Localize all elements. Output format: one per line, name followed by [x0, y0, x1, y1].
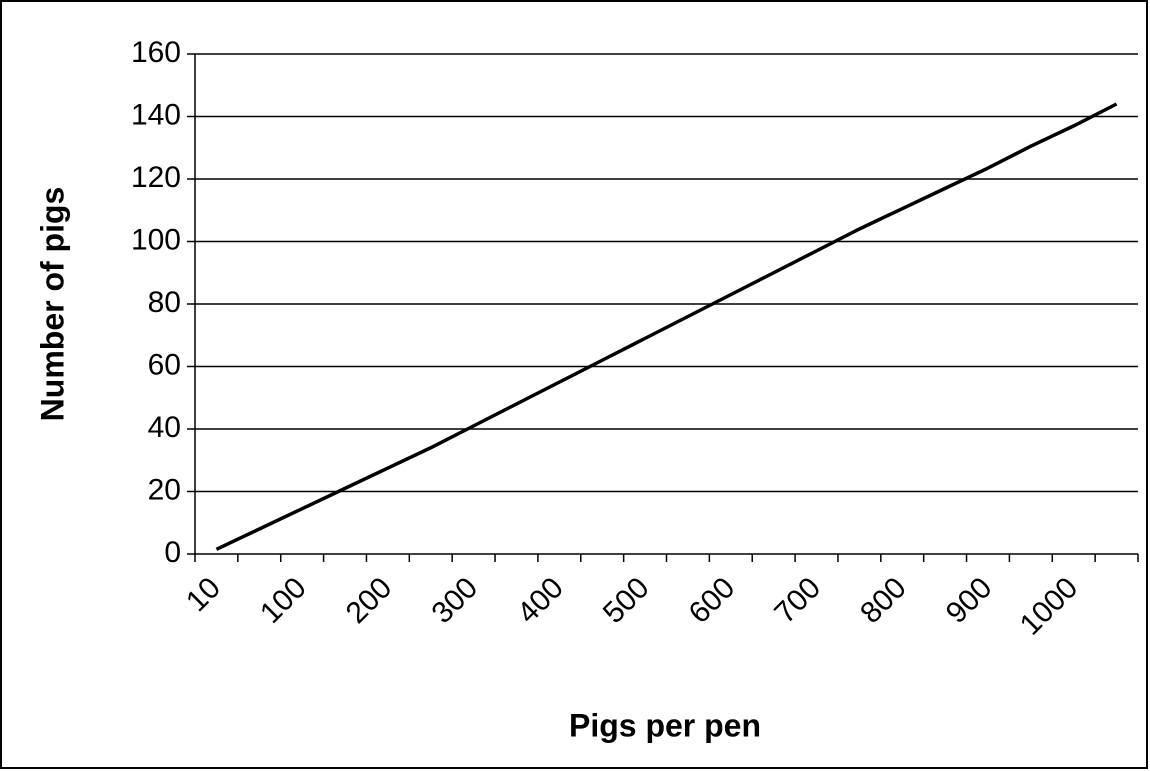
y-tick-label: 140	[131, 98, 181, 131]
y-tick-label: 0	[164, 536, 181, 569]
y-axis-label: Number of pigs	[34, 187, 70, 422]
y-tick-label: 120	[131, 161, 181, 194]
y-tick-label: 60	[148, 348, 181, 381]
y-tick-label: 160	[131, 36, 181, 69]
y-tick-label: 100	[131, 223, 181, 256]
y-tick-label: 80	[148, 286, 181, 319]
y-tick-label: 20	[148, 473, 181, 506]
line-series	[215, 102, 1118, 551]
y-tick-label: 40	[148, 411, 181, 444]
x-axis-label: Pigs per pen	[569, 707, 761, 743]
